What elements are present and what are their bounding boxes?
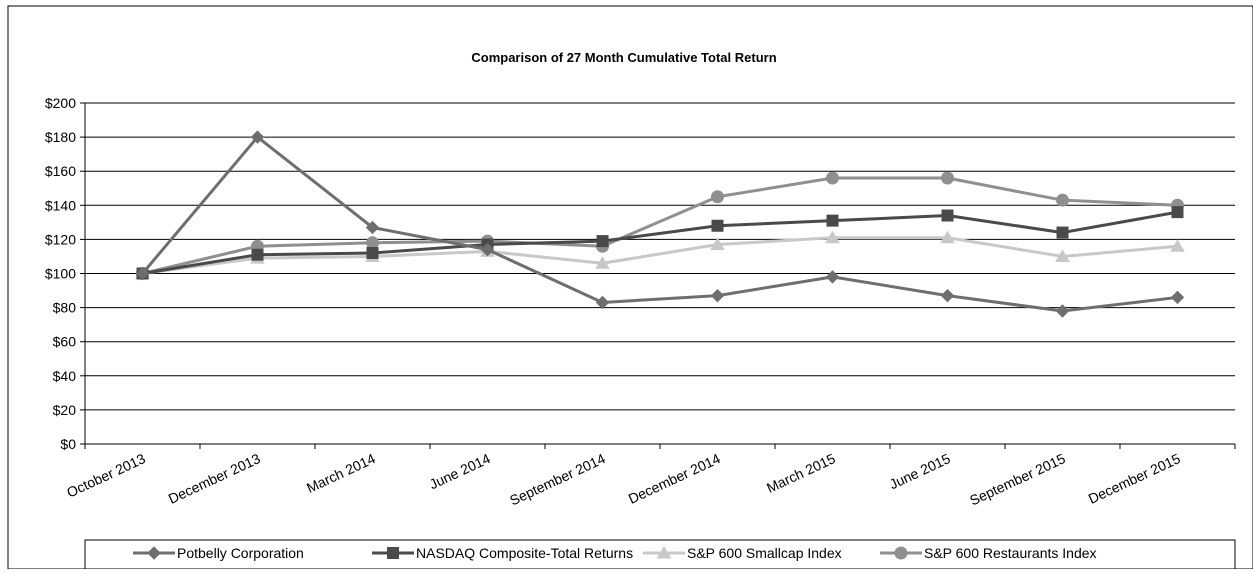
y-tick-label: $160: [45, 163, 76, 179]
series-line: [141, 135, 1178, 313]
data-point: [596, 235, 609, 248]
data-point: [250, 130, 265, 144]
data-point: [826, 214, 839, 227]
data-point: [1056, 193, 1069, 207]
legend-item: Potbelly Corporation: [133, 545, 304, 561]
data-point: [1171, 206, 1184, 219]
y-tick-label: $0: [60, 436, 76, 452]
data-point: [941, 209, 954, 222]
y-tick-label: $20: [53, 402, 77, 418]
y-tick-label: $200: [45, 95, 76, 111]
y-tick-label: $180: [45, 129, 76, 145]
data-point: [251, 248, 264, 261]
legend-marker: [147, 546, 161, 560]
data-point: [940, 230, 955, 244]
legend-marker: [656, 546, 672, 559]
chart-border: [7, 5, 1253, 570]
data-point: [480, 242, 495, 257]
data-point: [365, 220, 380, 235]
legend-marker: [387, 547, 399, 559]
legend-label: S&P 600 Smallcap Index: [687, 545, 842, 561]
legend-item: S&P 600 Smallcap Index: [643, 545, 842, 561]
legend-item: NASDAQ Composite-Total Returns: [372, 545, 633, 561]
series-0: [135, 130, 1185, 318]
data-point: [1170, 290, 1185, 305]
data-point: [826, 171, 839, 185]
data-point: [1170, 239, 1185, 252]
data-point: [135, 266, 150, 281]
series-line: [142, 236, 1178, 275]
data-point: [710, 237, 725, 251]
legend-label: Potbelly Corporation: [177, 545, 304, 561]
data-point: [941, 171, 954, 185]
y-tick-label: $40: [53, 368, 77, 384]
legend-label: S&P 600 Restaurants Index: [924, 545, 1097, 561]
data-point: [595, 256, 610, 269]
data-point: [825, 230, 840, 244]
data-point: [940, 288, 955, 303]
data-point: [1055, 304, 1070, 318]
series-layer: [135, 130, 1185, 318]
legend-item: S&P 600 Restaurants Index: [880, 545, 1097, 561]
legend-box: [84, 539, 1236, 570]
y-tick-label: $60: [53, 334, 77, 350]
series-line: [142, 176, 1178, 275]
y-tick-label: $140: [45, 197, 76, 213]
y-tick-label: $120: [45, 231, 76, 247]
data-point: [710, 288, 725, 303]
data-point: [366, 236, 379, 250]
chart-title: Comparison of 27 Month Cumulative Total …: [471, 50, 776, 65]
series-line: [142, 210, 1178, 275]
data-point: [1055, 249, 1070, 262]
data-point: [595, 295, 610, 310]
data-point: [711, 190, 724, 204]
data-point: [1056, 226, 1069, 239]
data-point: [366, 247, 379, 260]
data-point: [711, 219, 724, 232]
legend-marker: [894, 546, 908, 560]
legend: Potbelly Corporation NASDAQ Composite-Tot…: [84, 539, 1236, 570]
legend-label: NASDAQ Composite-Total Returns: [416, 545, 633, 561]
y-tick-label: $80: [53, 300, 77, 316]
y-tick-label: $100: [45, 266, 76, 282]
data-point: [825, 270, 840, 284]
